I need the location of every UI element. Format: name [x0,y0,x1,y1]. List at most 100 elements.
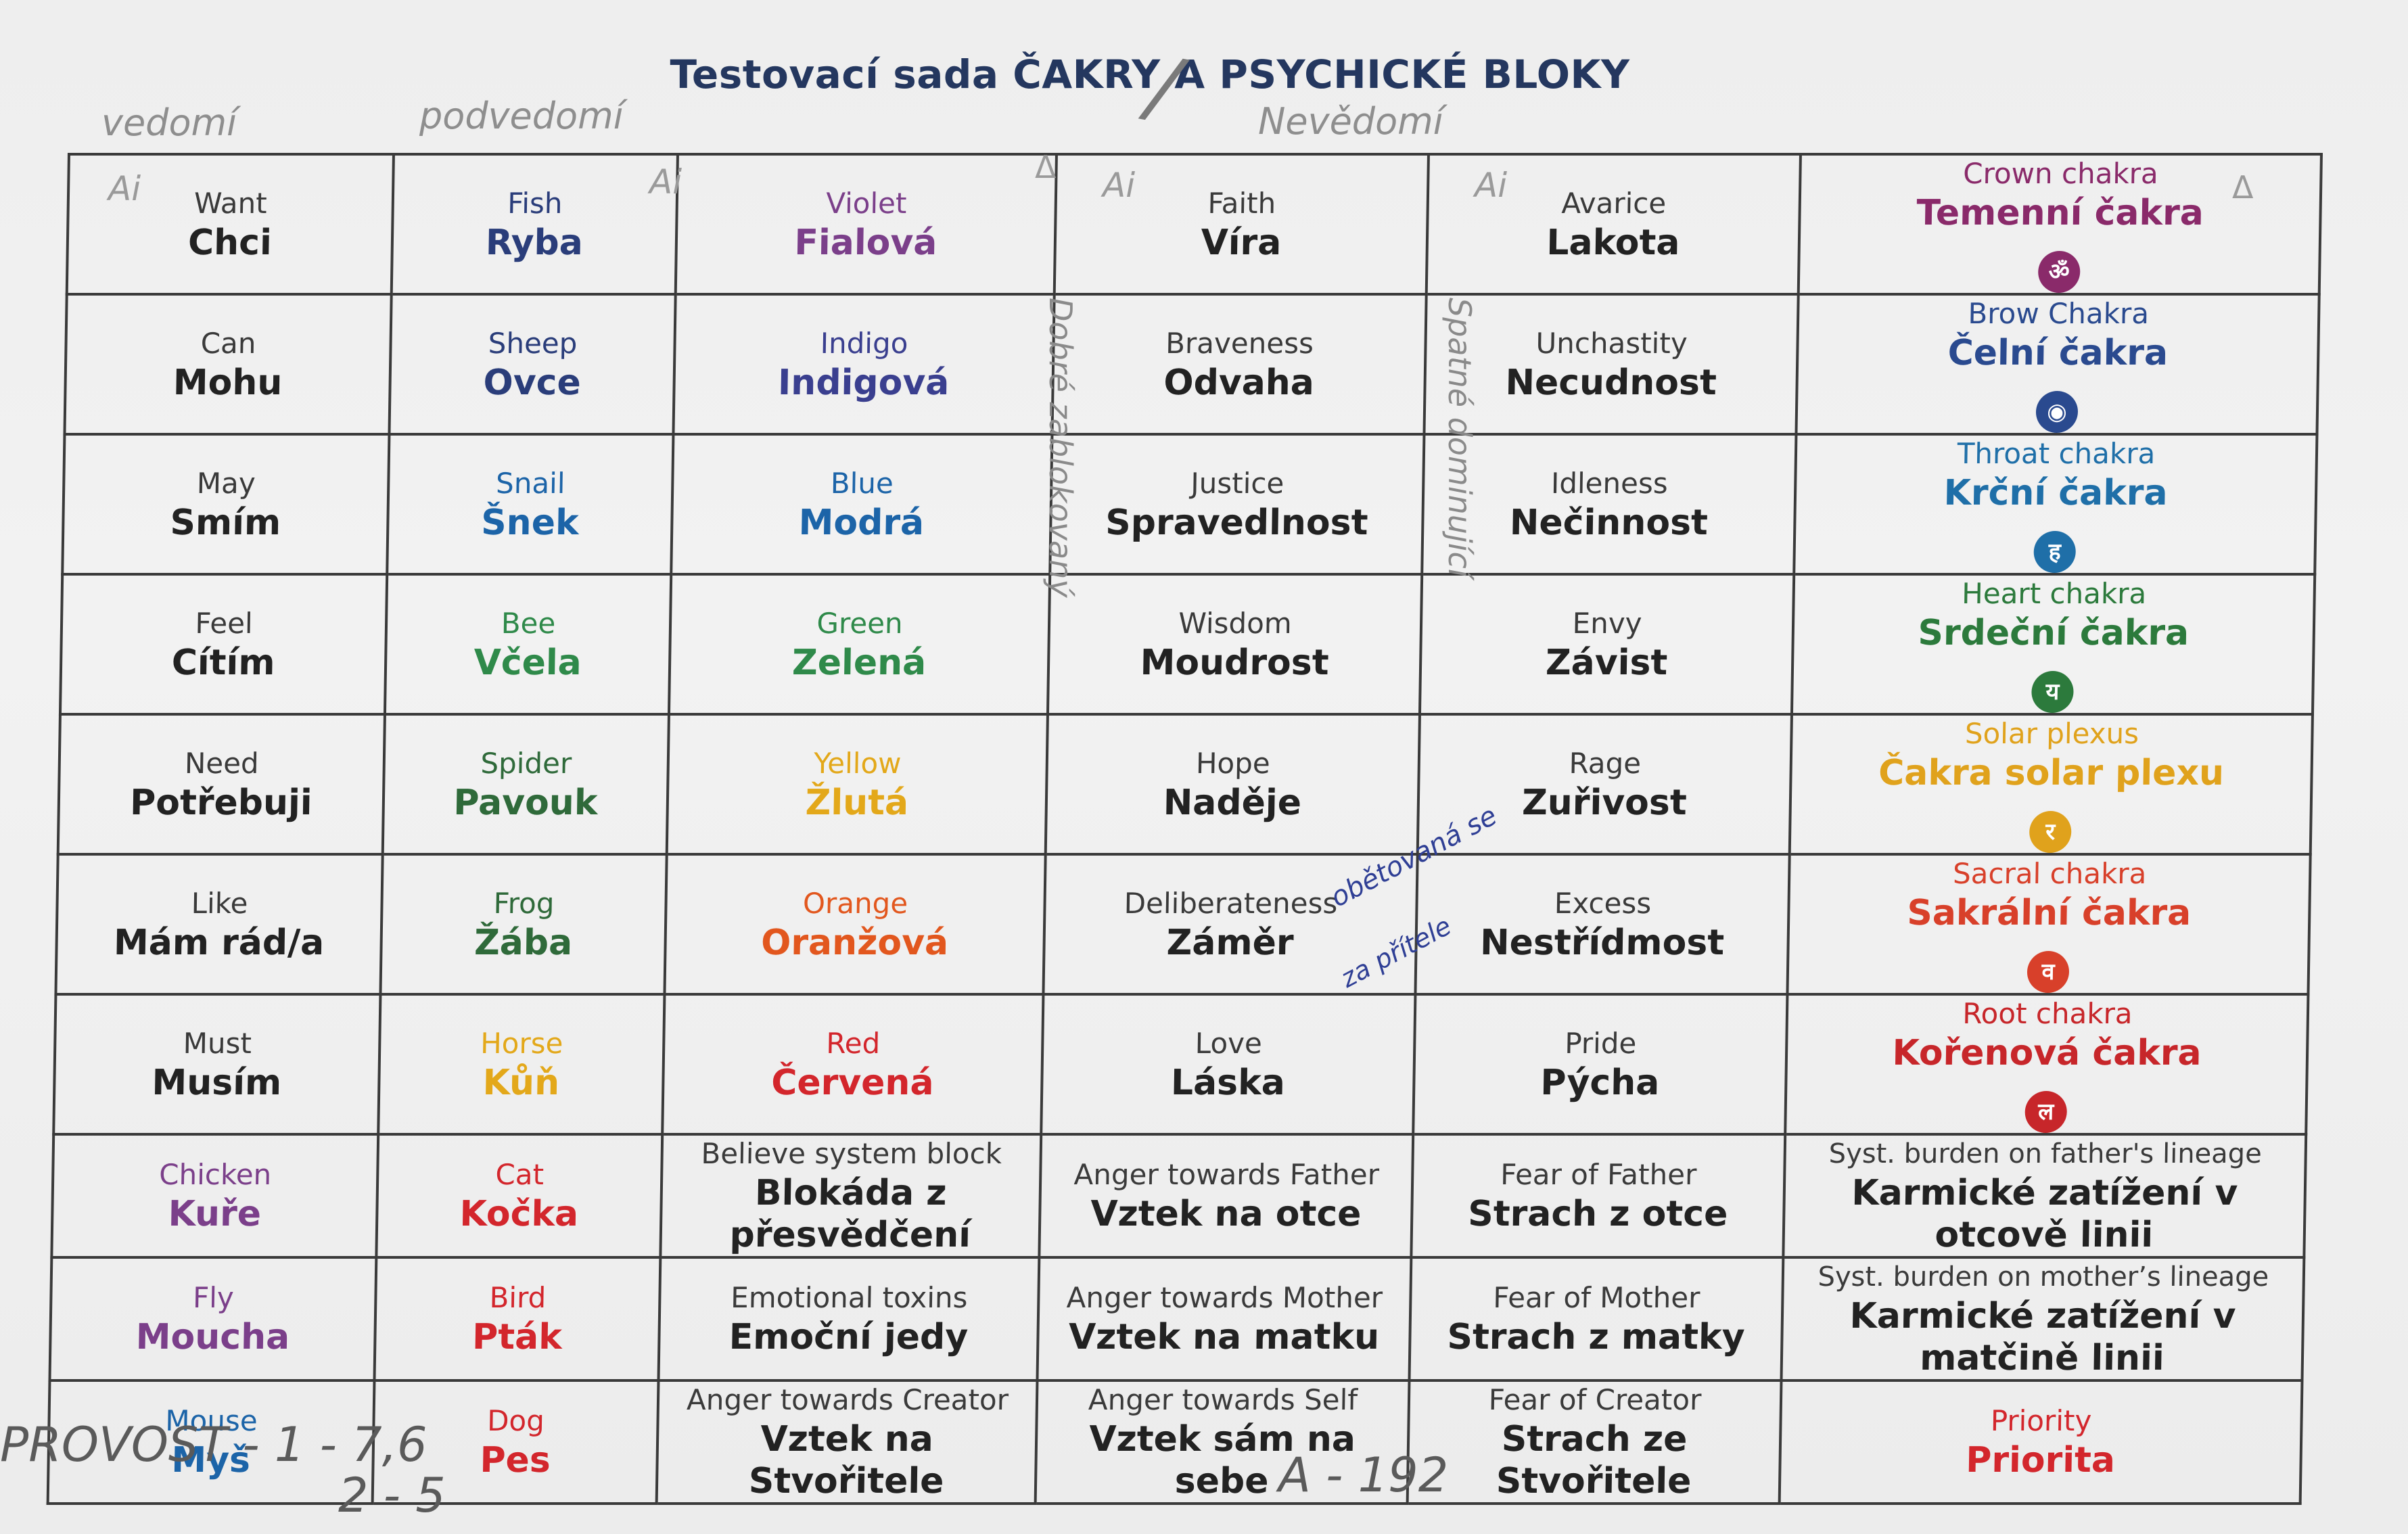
table-cell: Sheep Ovce [389,294,676,434]
table-cell: Syst. burden on mother’s lineage Karmické… [1781,1257,2305,1380]
table-cell: Root chakra Kořenová čakra ल [1785,994,2309,1134]
cell-english-label: Blue [830,466,894,500]
sacral-chakra-icon: व [2027,951,2070,993]
table-cell: Hope Naděje [1045,714,1420,854]
cell-english-label: Anger towards Self [1088,1383,1358,1416]
table-cell: Braveness Odvaha [1052,294,1427,434]
cell-czech-label: Červená [770,1062,935,1103]
table-cell: Syst. burden on father's lineage Karmické… [1783,1134,2307,1257]
table-cell: Envy Závist [1419,574,1795,714]
table-cell: Heart chakra Srdeční čakra य [1791,574,2315,714]
cell-english-label: Frog [493,886,555,920]
cell-czech-label: Srdeční čakra [1918,613,2190,653]
cell-czech-label: Víra [1201,222,1282,263]
cell-czech-label: Závist [1545,642,1668,683]
table-cell: Wisdom Moudrost [1047,574,1422,714]
cell-english-label: Chicken [158,1158,272,1191]
cell-english-label: Anger towards Father [1073,1158,1380,1191]
handwritten-vertical-left-note: Dobré zablokovaný [1042,298,1079,598]
table-cell: Solar plexus Čakra solar plexu र [1789,714,2313,854]
cell-czech-label: Nečinnost [1509,502,1709,543]
cell-english-label: Bee [501,606,556,640]
handwritten-col4-header: Nevědomí [1258,100,1443,143]
cell-english-label: Can [200,326,256,360]
cell-english-label: Hope [1195,746,1271,780]
cell-czech-label: Krční čakra [1943,473,2169,513]
table-row: May Smím Snail Šnek Blue Modrá Justice Spravedl… [62,434,2317,574]
page-title: Testovací sada ČAKRY A PSYCHICKÉ BLOKY [670,51,1630,97]
cell-english-label: Fear of Creator [1488,1383,1702,1416]
cell-czech-label: Emoční jedy [728,1317,969,1357]
table-cell: Fish Ryba [391,154,678,294]
table-row: Must Musím Horse Kůň Red Červená Love Láska Prid… [53,994,2309,1134]
handwritten-col2-header: podvedomí [419,95,624,137]
cell-czech-label: Žába [473,922,573,963]
table-cell: Cat Kočka [376,1134,663,1257]
cell-czech-label: Vztek na otce [1090,1194,1362,1234]
cell-english-label: Fly [192,1281,235,1314]
throat-chakra-icon: ह [2033,531,2077,573]
table-cell: Red Červená [662,994,1044,1134]
cell-english-label: Fear of Mother [1493,1281,1700,1314]
cell-czech-label: Odvaha [1163,362,1315,403]
cell-english-label: Love [1195,1026,1263,1060]
cell-czech-label: Potřebuji [129,782,313,823]
cell-czech-label: Necudnost [1504,362,1717,403]
cell-czech-label: Musím [152,1062,282,1103]
table-row: Like Mám rád/a Frog Žába Orange Oranžová Delib… [55,854,2311,994]
table-cell: Emotional toxins Emoční jedy [658,1257,1040,1380]
table-cell: Indigo Indigová [673,294,1055,434]
cell-czech-label: Pták [471,1317,563,1357]
table-cell: May Smím [62,434,390,574]
table-body: Want Chci Fish Ryba Violet Fialová Faith Víra Av… [47,154,2321,1504]
table-cell: Must Musím [53,994,381,1134]
cell-english-label: Red [826,1026,881,1060]
table-cell: Unchastity Necudnost [1424,294,1799,434]
table-row: Chicken Kuře Cat Kočka Believe system block B… [51,1134,2307,1257]
cell-english-label: Emotional toxins [730,1281,968,1314]
cell-czech-label: Mohu [172,362,283,403]
cell-czech-label: Šnek [480,502,580,543]
table-cell: Horse Kůň [378,994,665,1134]
cell-czech-label: Žlutá [805,782,909,823]
table-cell: Snail Šnek [387,434,674,574]
handwritten-ai-mark: Ai [649,162,682,202]
cell-czech-label: Včela [473,642,582,683]
table-cell: Chicken Kuře [51,1134,379,1257]
cell-czech-label: Karmické zatížení v otcově linii [1851,1173,2238,1255]
cell-english-label: Yellow [813,746,902,780]
cell-czech-label: Vztek na matku [1068,1317,1380,1357]
cell-english-label: Like [191,886,248,920]
cell-english-label: Priority [1990,1404,2092,1437]
handwritten-col1-header: vedomí [101,101,237,144]
cell-czech-label: Moucha [135,1317,290,1357]
cell-english-label: Idleness [1550,466,1669,500]
cell-english-label: Violet [825,186,907,220]
cell-english-label: Throat chakra [1957,437,2156,470]
table-cell: Bee Včela [384,574,672,714]
cell-english-label: Syst. burden on mother’s lineage [1817,1261,2269,1293]
cell-english-label: Cat [495,1158,545,1191]
table-cell: Frog Žába [380,854,667,994]
cell-czech-label: Lakota [1546,222,1680,263]
cell-english-label: Envy [1572,606,1642,640]
cell-czech-label: Zelená [791,642,927,683]
cell-english-label: Bird [489,1281,547,1314]
crown-chakra-icon: ॐ [2037,251,2081,293]
table-cell: Idleness Nečinnost [1422,434,1797,574]
cell-english-label: Need [184,746,260,780]
cell-czech-label: Strach ze Stvořitele [1496,1419,1692,1502]
handwritten-vertical-right-note: Spatné dominující [1441,298,1478,578]
cell-czech-label: Kuře [168,1194,262,1234]
cell-czech-label: Kočka [459,1194,579,1234]
cell-english-label: Indigo [820,326,908,360]
handwritten-ai-mark: Ai [108,169,141,208]
handwritten-ai-mark: Ai [1103,166,1136,205]
cell-czech-label: Pýcha [1539,1062,1660,1103]
cell-czech-label: Smím [170,502,281,543]
table-cell: Sacral chakra Sakrální čakra व [1787,854,2311,994]
cell-czech-label: Cítím [171,642,276,683]
table-cell: Excess Nestřídmost [1415,854,1790,994]
table-cell: Fear of Creator Strach ze Stvořitele [1407,1380,1782,1504]
table-cell: Anger towards Father Vztek na otce [1039,1134,1414,1257]
